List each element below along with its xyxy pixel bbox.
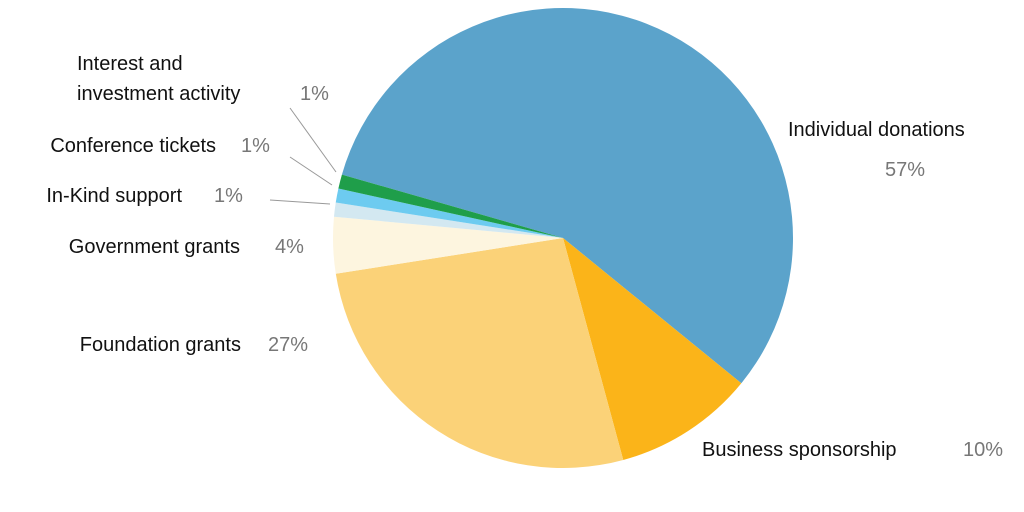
value-label: 1% xyxy=(214,185,243,207)
leader-line xyxy=(289,107,337,173)
leader-line xyxy=(269,199,331,205)
value-label: 57% xyxy=(885,159,926,181)
value-label: 27% xyxy=(268,334,309,356)
value-label: 10% xyxy=(963,439,1004,461)
slice-label: Foundation grants xyxy=(79,334,241,356)
value-label: 4% xyxy=(275,236,304,258)
value-label: 1% xyxy=(300,83,329,105)
pie-slice xyxy=(341,7,794,384)
slice-label: Business sponsorship xyxy=(702,439,897,461)
slice-label: Interest and investment activity xyxy=(77,53,241,105)
slice-label: Conference tickets xyxy=(50,135,216,157)
leader-line xyxy=(289,156,333,186)
pie-slice xyxy=(335,238,624,468)
slice-label: In-Kind support xyxy=(46,185,182,207)
pie-slice xyxy=(333,216,563,274)
pie-slice xyxy=(563,238,742,460)
pie-slice xyxy=(338,174,563,238)
slice-label: Individual donations xyxy=(788,119,965,141)
pie-slice xyxy=(333,202,563,238)
slice-label: Government grants xyxy=(68,236,240,258)
value-label: 1% xyxy=(241,135,270,157)
pie-slice xyxy=(335,188,563,238)
